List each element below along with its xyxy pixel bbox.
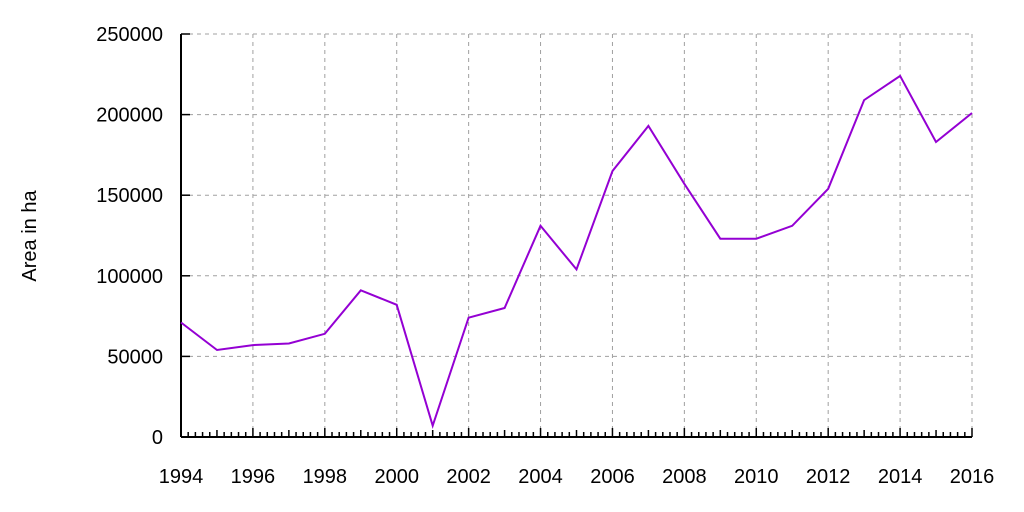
x-tick-label: 2016	[950, 466, 995, 488]
y-tick-label: 250000	[96, 24, 163, 46]
y-tick-label: 0	[152, 427, 163, 449]
series-line	[180, 74, 973, 430]
y-tick-labels: 0 50000 100000 150000 200000 250000	[96, 24, 163, 449]
x-tick-label: 2002	[446, 466, 491, 488]
y-axis-label: Area in ha	[19, 190, 41, 282]
x-tick-label: 2000	[374, 466, 419, 488]
x-tick-label: 1998	[303, 466, 348, 488]
x-tick-label: 1996	[231, 466, 276, 488]
x-tick-labels: 1994 1996 1998 2000 2002 2004 2006 2008 2010 2012…	[159, 466, 995, 488]
x-tick-label: 2006	[590, 466, 635, 488]
x-tick-label: 1994	[159, 466, 204, 488]
y-tick-label: 100000	[96, 266, 163, 288]
x-tick-label: 2012	[806, 466, 851, 488]
grid-lines	[181, 33, 973, 437]
y-tick-label: 200000	[96, 105, 163, 127]
x-tick-label: 2010	[734, 466, 779, 488]
y-tick-label: 50000	[107, 346, 163, 368]
axes	[180, 34, 972, 438]
tick-marks	[180, 33, 973, 438]
x-tick-label: 2004	[518, 466, 563, 488]
plot-series	[180, 74, 973, 430]
x-tick-label: 2008	[662, 466, 707, 488]
y-tick-label: 150000	[96, 185, 163, 207]
x-tick-label: 2014	[878, 466, 923, 488]
